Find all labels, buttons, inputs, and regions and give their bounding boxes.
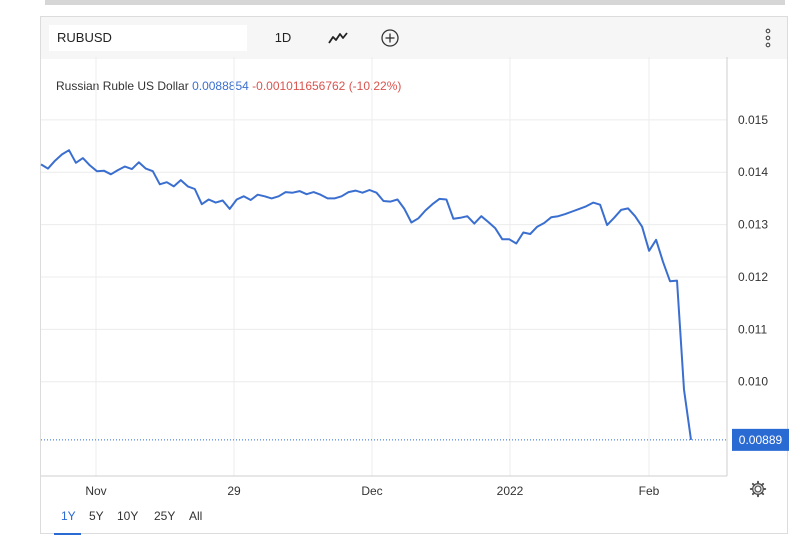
symbol-input[interactable]: RUBUSD	[49, 25, 247, 51]
active-range-underline	[54, 533, 81, 535]
gear-icon[interactable]	[749, 480, 767, 498]
range-button-10y[interactable]: 10Y	[117, 509, 139, 523]
vertical-dots-icon	[765, 28, 771, 48]
chart-toolbar: RUBUSD 1D	[41, 17, 787, 59]
page-top-bar	[45, 0, 785, 5]
chart-type-button[interactable]	[323, 25, 353, 51]
range-button-25y[interactable]: 25Y	[154, 509, 176, 523]
interval-button[interactable]: 1D	[274, 30, 292, 45]
plus-circle-icon	[381, 29, 399, 47]
range-button-all[interactable]: All	[189, 509, 203, 523]
range-button-5y[interactable]: 5Y	[89, 509, 104, 523]
line-chart-icon	[328, 32, 348, 44]
symbol-label: RUBUSD	[57, 30, 112, 45]
chart-legend: Russian Ruble US Dollar 0.0088854 -0.001…	[56, 79, 401, 93]
legend-name: Russian Ruble US Dollar	[56, 79, 189, 93]
add-comparison-button[interactable]	[377, 25, 403, 51]
legend-change: -0.001011656762 (-10.22%)	[252, 79, 402, 93]
range-button-1y[interactable]: 1Y	[61, 509, 76, 523]
chart-widget: RUBUSD 1D Russian Ruble US Dollar 0.0088…	[40, 16, 788, 535]
more-options-button[interactable]	[763, 27, 773, 49]
legend-value: 0.0088854	[192, 79, 249, 93]
